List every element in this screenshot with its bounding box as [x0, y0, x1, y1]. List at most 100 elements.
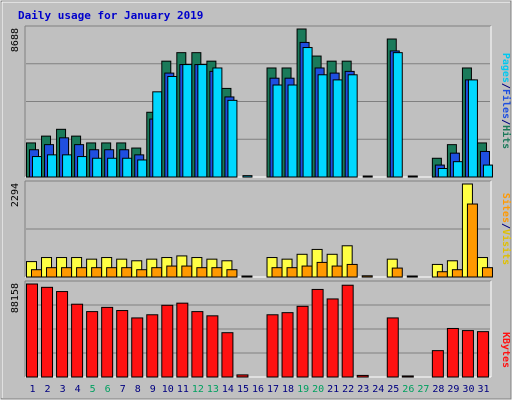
panel-kbytes: 88158 — [10, 280, 492, 378]
side-label-sep1: / — [500, 83, 511, 89]
side-label-sep2: / — [500, 119, 511, 125]
bar-pages-day-22 — [347, 74, 358, 178]
day-label-31: 31 — [477, 384, 489, 395]
bar-kbytes-day-8 — [131, 317, 144, 378]
day-label-5: 5 — [90, 384, 96, 395]
bar-sites-day-29 — [451, 269, 463, 278]
bar-sites-day-17 — [271, 267, 283, 278]
bar-sites-day-25 — [391, 267, 403, 278]
bar-sites-day-7 — [121, 267, 133, 278]
bar-kbytes-day-30 — [461, 330, 474, 378]
day-axis-labels: 1 2 3 4 5 6 7 8 9 10 11 12 13 14 15 16 17 18 19 20 21 22 23 24 2… — [30, 384, 490, 395]
bar-pages-day-8 — [137, 159, 148, 178]
bar-kbytes-day-29 — [446, 327, 459, 378]
bar-sites-day-14 — [226, 269, 238, 278]
day-label-9: 9 — [150, 384, 156, 395]
bar-pages-day-19 — [302, 47, 313, 178]
side-label-pages: Pages — [500, 53, 511, 83]
bar-kbytes-day-6 — [101, 306, 114, 378]
bar-sites-day-23 — [361, 275, 373, 278]
bar-pages-day-30 — [467, 79, 478, 178]
bar-sites-day-4 — [76, 267, 88, 278]
day-label-30: 30 — [462, 384, 474, 395]
day-label-6: 6 — [105, 384, 111, 395]
bar-pages-day-18 — [287, 84, 298, 178]
day-label-29: 29 — [447, 384, 459, 395]
bar-kbytes-day-17 — [266, 314, 279, 378]
bar-pages-day-13 — [212, 67, 223, 178]
bar-pages-day-10 — [167, 75, 178, 178]
bar-sites-day-1 — [31, 269, 42, 278]
bar-kbytes-day-11 — [176, 302, 189, 378]
side-label-kbytes: KBytes — [500, 332, 511, 368]
bar-sites-day-22 — [346, 263, 358, 278]
side-label-hits: Hits — [500, 125, 512, 149]
panel-hits-files-pages: 8688 — [10, 25, 493, 178]
day-label-28: 28 — [432, 384, 444, 395]
day-label-19: 19 — [297, 384, 309, 395]
bar-kbytes-day-15 — [236, 374, 249, 378]
bar-pages-day-21 — [332, 79, 343, 178]
bar-kbytes-day-13 — [206, 315, 219, 378]
bar-pages-day-17 — [272, 84, 283, 178]
bar-kbytes-day-25 — [386, 317, 399, 378]
bar-kbytes-day-18 — [281, 312, 294, 378]
day-label-16: 16 — [252, 384, 264, 395]
y-max-label: 8688 — [10, 28, 21, 52]
day-label-17: 17 — [267, 384, 279, 395]
bar-pages-day-29 — [452, 161, 463, 178]
bar-kbytes-day-22 — [341, 284, 354, 378]
chart-title: Daily usage for January 2019 — [18, 9, 203, 22]
bar-pages-day-1 — [32, 156, 42, 178]
day-label-21: 21 — [327, 384, 339, 395]
day-label-4: 4 — [75, 384, 81, 395]
bar-sites-day-21 — [331, 265, 343, 278]
bar-kbytes-day-12 — [191, 311, 204, 378]
bar-kbytes-day-23 — [356, 374, 369, 378]
bar-pages-day-26 — [407, 175, 418, 178]
side-label-sep: / — [500, 223, 511, 229]
bar-kbytes-day-20 — [311, 288, 324, 378]
day-label-2: 2 — [45, 384, 51, 395]
y-max-label: 88158 — [10, 283, 21, 313]
bar-pages-day-20 — [317, 74, 328, 178]
day-label-1: 1 — [30, 384, 36, 395]
side-label-files: Files — [500, 89, 512, 119]
day-label-22: 22 — [342, 384, 354, 395]
bar-sites-day-30 — [466, 203, 478, 278]
panel-visits-sites: 2294 — [10, 180, 493, 278]
side-label-kbytes: KBytes — [500, 332, 511, 368]
chart-panels: 8688 2294 88158 — [10, 25, 493, 378]
side-label-visits-sites: Sites/Visits — [500, 193, 512, 265]
day-label-20: 20 — [312, 384, 324, 395]
bar-kbytes-day-14 — [221, 332, 234, 378]
bar-sites-day-26 — [406, 275, 418, 278]
bar-pages-day-4 — [77, 156, 88, 178]
bar-kbytes-day-3 — [56, 291, 69, 378]
day-label-23: 23 — [357, 384, 369, 395]
day-label-26: 26 — [402, 384, 414, 395]
bar-sites-day-28 — [436, 271, 448, 278]
day-label-18: 18 — [282, 384, 294, 395]
bar-sites-day-6 — [106, 267, 118, 278]
day-label-14: 14 — [222, 384, 234, 395]
bar-kbytes-day-26 — [401, 375, 414, 378]
bar-kbytes-day-2 — [41, 286, 54, 378]
bar-sites-day-31 — [481, 267, 493, 278]
bar-kbytes-day-4 — [71, 303, 84, 378]
bar-pages-day-25 — [392, 52, 403, 178]
bar-pages-day-9 — [152, 91, 163, 178]
bar-pages-day-28 — [437, 167, 448, 178]
bar-sites-day-15 — [241, 275, 253, 278]
day-label-10: 10 — [162, 384, 174, 395]
bar-sites-day-19 — [301, 265, 313, 278]
day-label-27: 27 — [417, 384, 429, 395]
day-label-12: 12 — [192, 384, 204, 395]
bar-kbytes-day-31 — [476, 331, 489, 378]
day-label-13: 13 — [207, 384, 219, 395]
side-label-sites: Sites — [500, 193, 512, 223]
bar-pages-day-2 — [47, 154, 58, 178]
day-label-24: 24 — [372, 384, 384, 395]
bar-pages-day-23 — [362, 175, 373, 178]
